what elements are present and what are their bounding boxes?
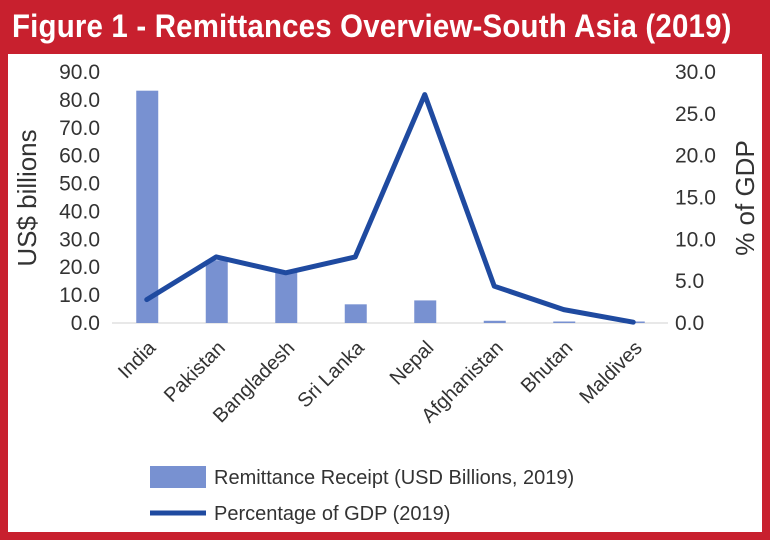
chart-panel bbox=[8, 54, 762, 532]
bar bbox=[483, 320, 506, 323]
category-label: Sri Lanka bbox=[293, 336, 369, 412]
bars-group bbox=[136, 90, 645, 324]
y2-tick-label: 5.0 bbox=[675, 270, 704, 293]
legend-bar-swatch bbox=[150, 466, 206, 488]
bar bbox=[344, 304, 367, 323]
y2-tick-label: 15.0 bbox=[675, 187, 716, 210]
category-label: Pakistan bbox=[160, 337, 230, 407]
y2-tick-label: 10.0 bbox=[675, 228, 716, 251]
y-axis-title: US$ billions bbox=[12, 129, 42, 266]
bar bbox=[205, 260, 228, 323]
y-tick-label: 80.0 bbox=[59, 89, 100, 112]
line-group bbox=[144, 92, 636, 325]
category-label: Nepal bbox=[386, 337, 439, 390]
axes-group: 0.0 10.0 20.0 30.0 40.0 50.0 60.0 70.0 80.0 90.0 0… bbox=[12, 61, 760, 427]
y2-axis-title: % of GDP bbox=[730, 140, 760, 256]
category-label: Bhutan bbox=[517, 337, 577, 397]
y-tick-label: 20.0 bbox=[59, 256, 100, 279]
bar bbox=[275, 271, 298, 323]
y-tick-label: 60.0 bbox=[59, 145, 100, 168]
figure-title: Figure 1 - Remittances Overview-South As… bbox=[12, 7, 732, 44]
y-tick-label: 70.0 bbox=[59, 117, 100, 140]
title-bar: Figure 1 - Remittances Overview-South As… bbox=[0, 0, 770, 52]
legend: Remittance Receipt (USD Billions, 2019) P… bbox=[150, 466, 574, 525]
y-tick-label: 0.0 bbox=[71, 312, 100, 335]
y-tick-label: 50.0 bbox=[59, 173, 100, 196]
category-label: India bbox=[114, 336, 161, 383]
y-tick-label: 40.0 bbox=[59, 200, 100, 223]
bar bbox=[136, 90, 159, 324]
y-tick-label: 30.0 bbox=[59, 228, 100, 251]
legend-bar-label: Remittance Receipt (USD Billions, 2019) bbox=[214, 467, 574, 489]
y-tick-label: 90.0 bbox=[59, 61, 100, 84]
legend-line-label: Percentage of GDP (2019) bbox=[214, 503, 450, 525]
y2-tick-label: 30.0 bbox=[675, 61, 716, 84]
y2-tick-label: 25.0 bbox=[675, 103, 716, 126]
category-label: Maldives bbox=[575, 337, 646, 408]
y2-tick-label: 20.0 bbox=[675, 145, 716, 168]
y-tick-label: 10.0 bbox=[59, 284, 100, 307]
gdp-line bbox=[144, 92, 636, 325]
bar bbox=[553, 321, 576, 323]
bar bbox=[414, 300, 437, 323]
y2-tick-label: 0.0 bbox=[675, 312, 704, 335]
